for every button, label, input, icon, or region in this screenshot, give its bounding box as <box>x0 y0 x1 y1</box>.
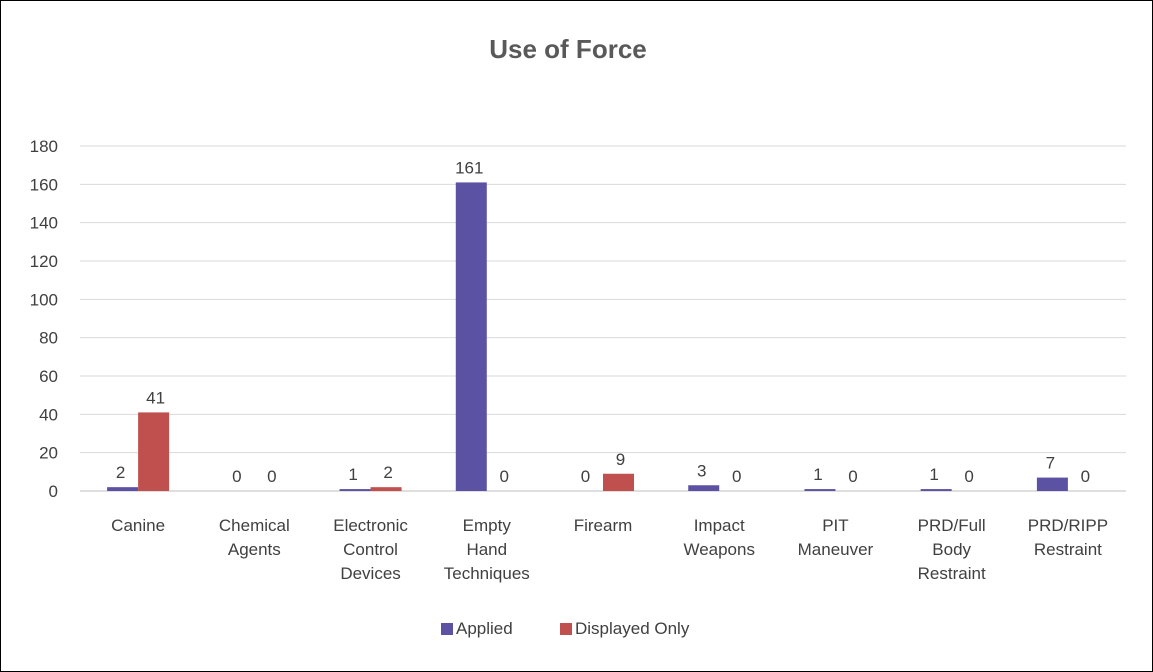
category-label-line: Chemical <box>219 516 290 535</box>
category-label: Canine <box>111 516 165 535</box>
bar-displayed-only <box>603 473 634 491</box>
data-label: 0 <box>267 467 276 486</box>
y-tick-label: 160 <box>30 175 58 194</box>
y-tick-label: 20 <box>39 444 58 463</box>
category-label: Impact Weapons <box>683 516 755 559</box>
category-label: Electronic Control Devices <box>333 516 408 583</box>
category-label-line: Techniques <box>444 564 530 583</box>
category-label-line: Restraint <box>1034 540 1102 559</box>
y-tick-label: 0 <box>49 482 58 501</box>
legend-swatch <box>441 623 453 635</box>
data-label: 9 <box>616 450 625 469</box>
data-label: 0 <box>964 467 973 486</box>
category-label-line: Maneuver <box>798 540 874 559</box>
y-tick-label: 180 <box>30 137 58 156</box>
y-tick-label: 40 <box>39 405 58 424</box>
chart-title: Use of Force <box>489 34 647 64</box>
y-tick-label: 60 <box>39 367 58 386</box>
data-label: 0 <box>1081 467 1090 486</box>
data-label: 41 <box>146 388 165 407</box>
category-label: PIT Maneuver <box>798 516 874 559</box>
category-label: Chemical Agents <box>219 516 290 559</box>
category-label-line: Firearm <box>574 516 633 535</box>
legend-swatch <box>560 623 572 635</box>
y-tick-label: 100 <box>30 290 58 309</box>
category-label: PRD/Full Body Restraint <box>918 516 986 583</box>
data-label: 0 <box>232 467 241 486</box>
data-label: 1 <box>348 465 357 484</box>
data-label: 0 <box>581 467 590 486</box>
data-label: 2 <box>383 463 392 482</box>
bar-applied <box>107 487 139 491</box>
x-axis-categories: Canine Chemical Agents Electronic Control Dev… <box>111 516 1108 583</box>
gridlines <box>80 145 1126 492</box>
data-label: 3 <box>697 461 706 480</box>
data-label: 1 <box>813 465 822 484</box>
bar-applied <box>455 182 487 491</box>
bar-applied <box>688 485 720 491</box>
data-label: 1 <box>929 465 938 484</box>
category-label-line: Canine <box>111 516 165 535</box>
category-label-line: Body <box>932 540 971 559</box>
category-label-line: PRD/Full <box>918 516 986 535</box>
legend: Applied Displayed Only <box>441 619 690 638</box>
category-label: PRD/RIPP Restraint <box>1028 516 1108 559</box>
bars <box>107 182 1068 491</box>
bar-displayed-only <box>138 412 170 491</box>
data-label: 0 <box>500 467 509 486</box>
data-label: 2 <box>116 463 125 482</box>
bar-applied <box>804 489 836 491</box>
data-labels: 2 41 0 0 1 2 161 0 0 9 3 0 1 0 1 0 7 0 <box>116 158 1090 486</box>
category-label-line: PIT <box>822 516 848 535</box>
category-label-line: Agents <box>228 540 281 559</box>
category-label: Empty Hand Techniques <box>444 516 530 583</box>
bar-applied <box>920 489 952 491</box>
category-label-line: Empty <box>463 516 512 535</box>
y-axis: 0 20 40 60 80 100 120 140 160 180 <box>30 137 58 501</box>
category-label-line: Electronic <box>333 516 408 535</box>
data-label: 0 <box>848 467 857 486</box>
bar-applied <box>339 489 371 491</box>
category-label: Firearm <box>574 516 633 535</box>
bar-displayed-only <box>370 487 402 491</box>
y-tick-label: 80 <box>39 329 58 348</box>
legend-label: Displayed Only <box>575 619 690 638</box>
y-tick-label: 140 <box>30 214 58 233</box>
category-label-line: Devices <box>340 564 400 583</box>
category-label-line: Restraint <box>918 564 986 583</box>
category-label-line: PRD/RIPP <box>1028 516 1108 535</box>
bar-applied <box>1036 477 1068 491</box>
category-label-line: Impact <box>694 516 745 535</box>
category-label-line: Control <box>343 540 398 559</box>
data-label: 7 <box>1046 454 1055 473</box>
category-label-line: Hand <box>466 540 507 559</box>
legend-label: Applied <box>456 619 513 638</box>
category-label-line: Weapons <box>683 540 755 559</box>
y-tick-label: 120 <box>30 252 58 271</box>
data-label: 161 <box>455 158 483 177</box>
data-label: 0 <box>732 467 741 486</box>
